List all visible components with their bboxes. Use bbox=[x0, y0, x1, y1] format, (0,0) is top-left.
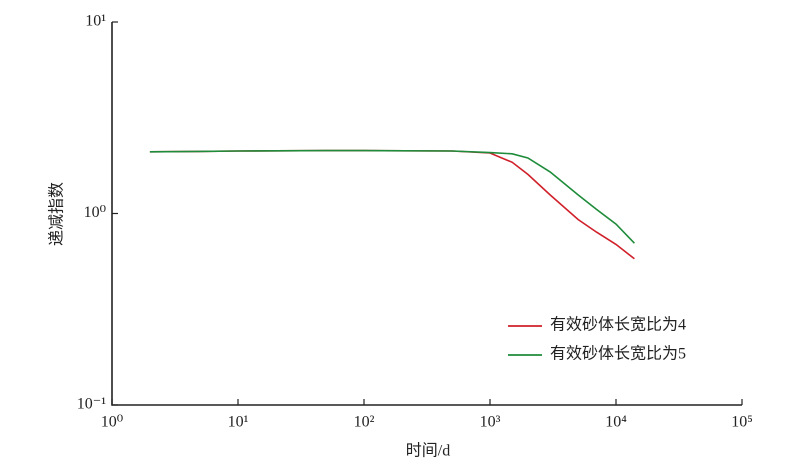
legend-label: 有效砂体长宽比为4 bbox=[550, 316, 686, 334]
x-tick-label: 10⁵ bbox=[731, 414, 753, 431]
x-tick-label: 10³ bbox=[480, 414, 501, 431]
x-tick-label: 10² bbox=[354, 414, 375, 431]
y-axis-label: 递减指数 bbox=[48, 182, 66, 246]
x-tick-label: 10¹ bbox=[228, 414, 249, 431]
x-tick-label: 10⁰ bbox=[101, 414, 123, 431]
legend-label: 有效砂体长宽比为5 bbox=[550, 345, 686, 363]
x-tick-label: 10⁴ bbox=[605, 414, 627, 431]
y-tick-label: 10⁻¹ bbox=[77, 396, 106, 413]
y-tick-label: 10¹ bbox=[85, 13, 106, 30]
line bbox=[149, 149, 635, 260]
y-tick-label: 10⁰ bbox=[84, 204, 106, 221]
line bbox=[149, 149, 635, 244]
x-axis-label: 时间/d bbox=[406, 442, 450, 460]
